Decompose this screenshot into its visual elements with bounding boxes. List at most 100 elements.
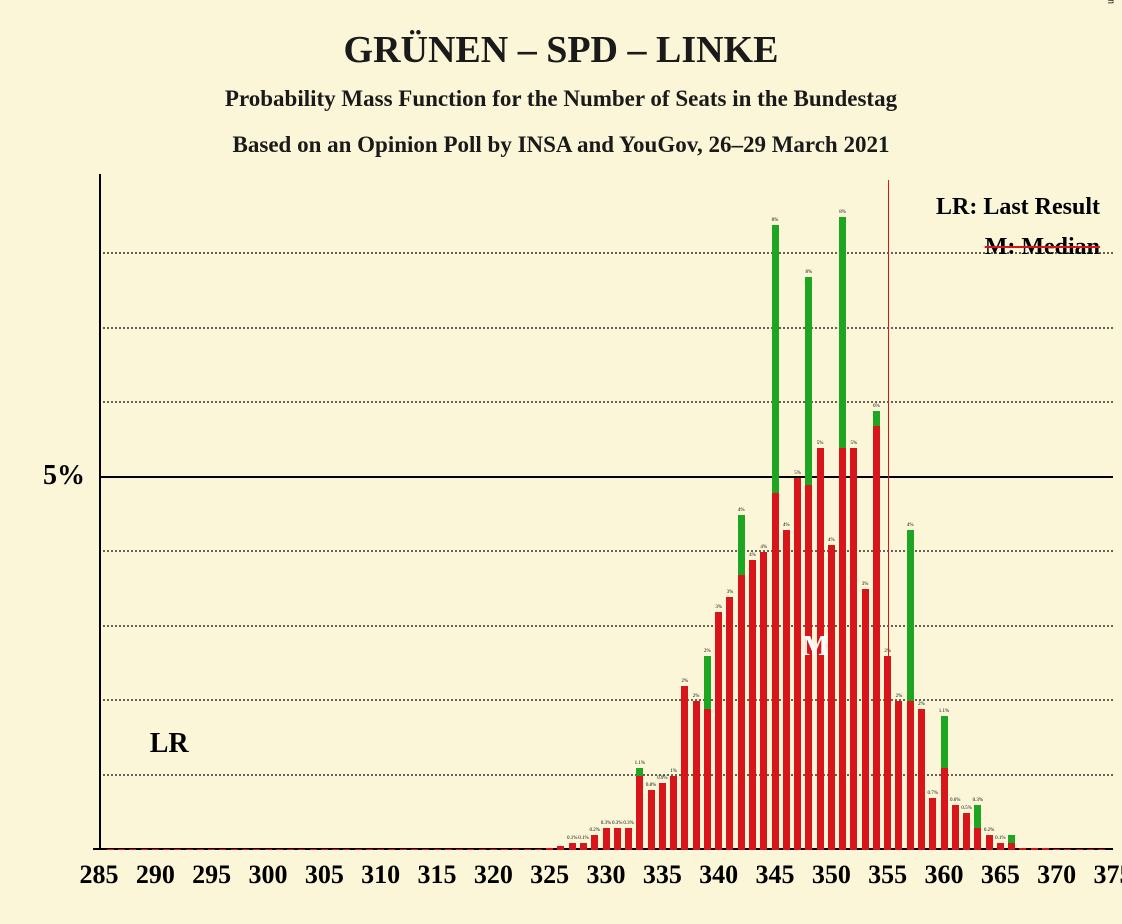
- gridline: [99, 401, 1113, 403]
- x-tick-label: 335: [643, 860, 682, 890]
- bar-red: [546, 848, 553, 850]
- bar-red: [873, 426, 880, 850]
- bar-value-label: 2%: [682, 679, 689, 684]
- bar-value-label: 8%: [805, 270, 812, 275]
- bar-red: [907, 701, 914, 850]
- bar-red: [1076, 849, 1083, 850]
- bar-red: [625, 828, 632, 850]
- x-tick-label: 315: [418, 860, 457, 890]
- bar-red: [929, 798, 936, 850]
- bar-value-label: 4%: [783, 523, 790, 528]
- bar-red: [253, 849, 260, 850]
- bar-value-label: 0.1%: [995, 836, 1005, 841]
- bar-red: [400, 849, 407, 850]
- bar-red: [332, 849, 339, 850]
- bar-red: [591, 835, 598, 850]
- bar-red: [265, 849, 272, 850]
- copyright-text: © 2021 Filip van Laenen: [1105, 0, 1116, 4]
- bar-value-label: 5%: [794, 471, 801, 476]
- bar-red: [343, 849, 350, 850]
- legend-last-result: LR: Last Result: [936, 194, 1100, 221]
- bar-value-label: 3%: [862, 582, 869, 587]
- bar-value-label: 6%: [873, 404, 880, 409]
- bar-red: [952, 805, 959, 850]
- bar-red: [569, 843, 576, 850]
- bar-red: [997, 843, 1004, 850]
- x-tick-label: 340: [699, 860, 738, 890]
- plot-area: 0.1%0.1%0.2%0.3%0.3%0.3%1.1%0.8%0.9%1%2%…: [99, 180, 1113, 850]
- bar-red: [310, 849, 317, 850]
- x-tick-label: 290: [136, 860, 175, 890]
- bar-red: [242, 849, 249, 850]
- bar-red: [1087, 849, 1094, 850]
- bar-red: [681, 686, 688, 850]
- bar-red: [422, 849, 429, 850]
- x-tick-label: 310: [361, 860, 400, 890]
- bar-red: [231, 849, 238, 850]
- bar-red: [1053, 849, 1060, 850]
- bar-value-label: 0.3%: [601, 821, 611, 826]
- bar-value-label: 4%: [907, 523, 914, 528]
- bar-red: [772, 493, 779, 850]
- bar-red: [467, 849, 474, 850]
- bar-red: [749, 560, 756, 850]
- bar-value-label: 2%: [693, 694, 700, 699]
- bar-red: [118, 849, 125, 850]
- bar-value-label: 5%: [817, 441, 824, 446]
- bar-red: [726, 597, 733, 850]
- bar-value-label: 0.5%: [961, 806, 971, 811]
- bar-red: [490, 849, 497, 850]
- chart-title: GRÜNEN – SPD – LINKE: [0, 28, 1122, 72]
- bar-red: [512, 849, 519, 850]
- bar-red: [129, 849, 136, 850]
- bar-red: [986, 835, 993, 850]
- bar-value-label: 0.6%: [950, 798, 960, 803]
- bar-value-label: 4%: [738, 508, 745, 513]
- x-tick-label: 350: [812, 860, 851, 890]
- gridline: [99, 774, 1113, 776]
- y-tick-label: 5%: [43, 460, 85, 492]
- bar-red: [614, 828, 621, 850]
- chart-subtitle-1: Probability Mass Function for the Number…: [0, 86, 1122, 112]
- x-tick-label: 355: [868, 860, 907, 890]
- bar-value-label: 1.1%: [635, 761, 645, 766]
- x-tick-label: 330: [587, 860, 626, 890]
- bar-red: [535, 849, 542, 850]
- bar-red: [479, 849, 486, 850]
- bar-red: [434, 849, 441, 850]
- bar-red: [1064, 849, 1071, 850]
- bar-red: [411, 849, 418, 850]
- bar-red: [828, 545, 835, 850]
- chart-subtitle-2: Based on an Opinion Poll by INSA and You…: [0, 132, 1122, 158]
- bar-red: [219, 849, 226, 850]
- y-axis: [99, 174, 101, 850]
- bar-value-label: 0.9%: [657, 776, 667, 781]
- x-tick-label: 305: [305, 860, 344, 890]
- lr-label: LR: [150, 728, 189, 760]
- bar-red: [693, 701, 700, 850]
- x-tick-label: 320: [474, 860, 513, 890]
- x-tick-label: 345: [756, 860, 795, 890]
- bar-value-label: 0.1%: [567, 836, 577, 841]
- bar-value-label: 0.2%: [590, 828, 600, 833]
- gridline-major: [99, 476, 1113, 478]
- bar-red: [524, 849, 531, 850]
- legend-median: M: Median: [985, 234, 1100, 261]
- gridline: [99, 252, 1113, 254]
- gridline: [99, 699, 1113, 701]
- bar-red: [1008, 843, 1015, 850]
- bar-red: [141, 849, 148, 850]
- bar-red: [208, 849, 215, 850]
- x-tick-label: 375: [1094, 860, 1122, 890]
- bar-red: [670, 776, 677, 850]
- x-tick-label: 370: [1037, 860, 1076, 890]
- bar-red: [197, 849, 204, 850]
- bar-red: [276, 849, 283, 850]
- bar-value-label: 2%: [704, 649, 711, 654]
- bar-value-label: 0.3%: [973, 798, 983, 803]
- bar-value-label: 8%: [772, 218, 779, 223]
- bar-value-label: 4%: [760, 545, 767, 550]
- bar-value-label: 0.3%: [623, 821, 633, 826]
- gridline: [99, 327, 1113, 329]
- bar-red: [1098, 849, 1105, 850]
